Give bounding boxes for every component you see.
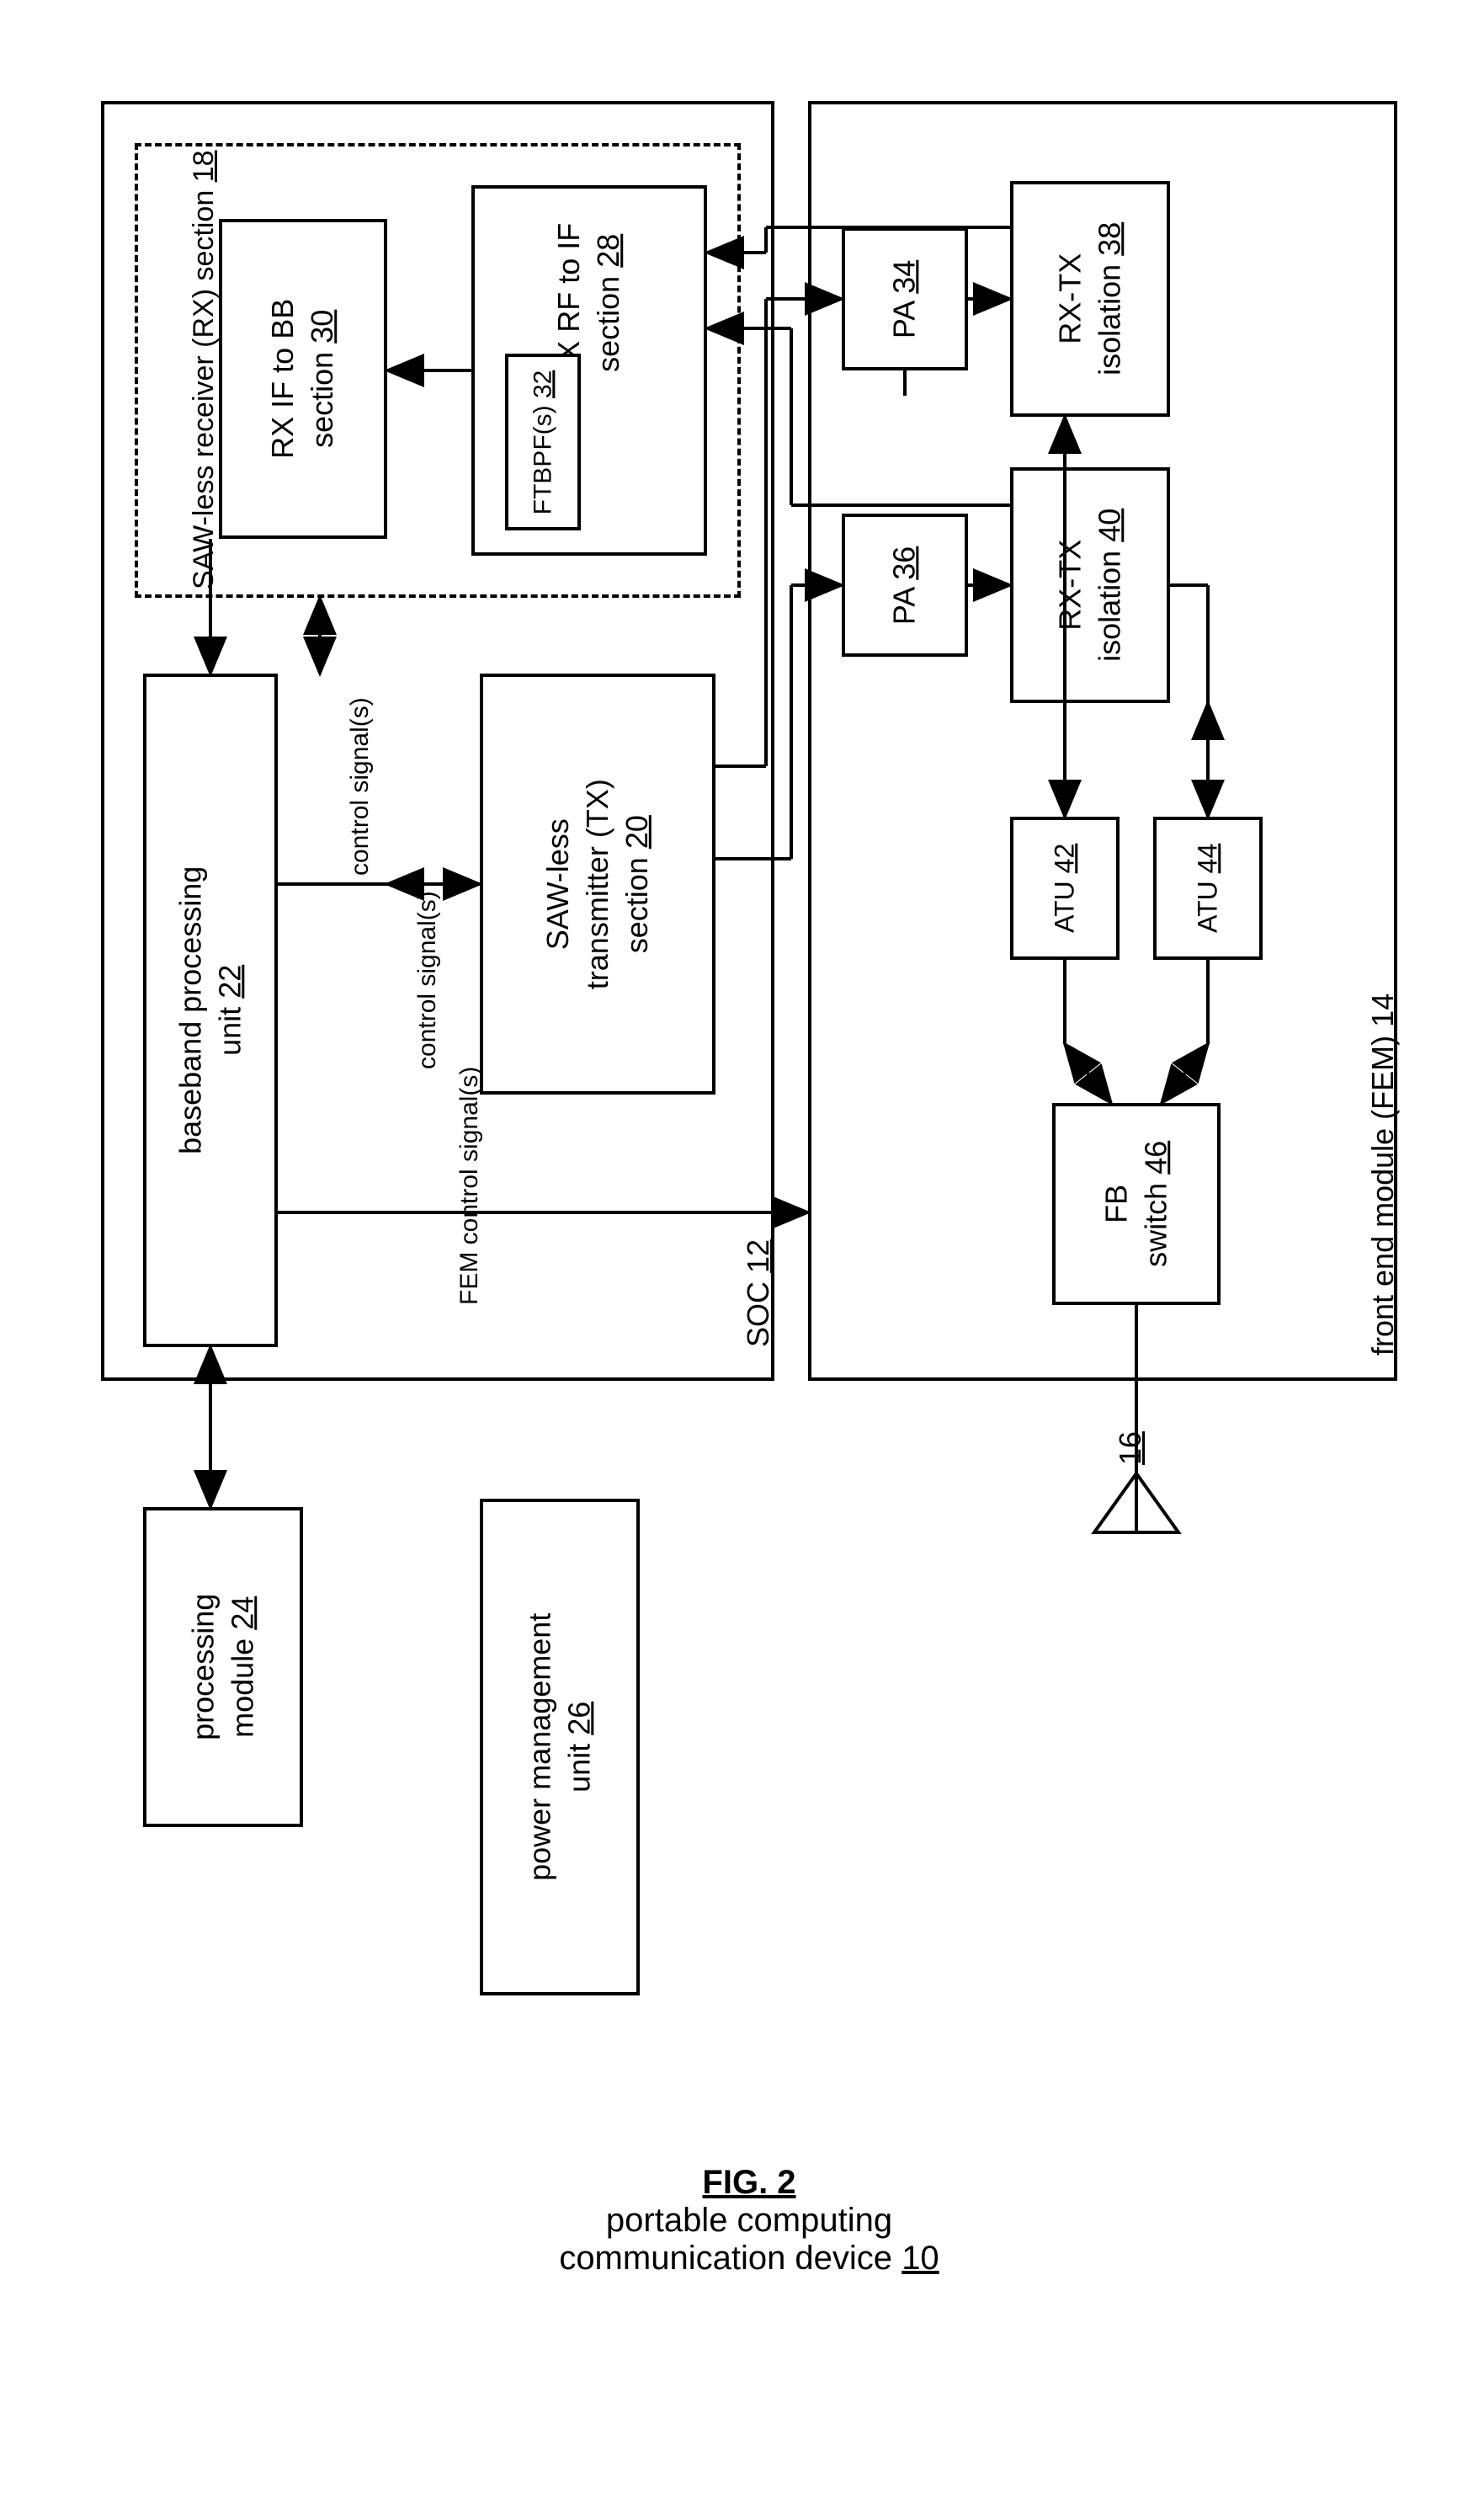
iso1-l1: RX-TX	[1052, 253, 1087, 344]
rx-section-ref: 18	[188, 150, 220, 182]
diagram-canvas: SOC 12 SAW-less receiver (RX) section 18…	[34, 34, 1450, 2470]
pa2-box: PA 36	[842, 514, 968, 657]
atu1-ref: 42	[1049, 844, 1079, 874]
proc-l1: processing	[185, 1594, 220, 1740]
pa2-text: PA	[887, 588, 922, 624]
atu2-text: ATU	[1192, 881, 1222, 933]
tx-ref: 20	[619, 815, 653, 849]
proc-ref: 24	[225, 1596, 259, 1630]
fig-ref: 10	[902, 2240, 939, 2277]
tx-l2: transmitter (TX)	[580, 779, 614, 989]
fbsw-l2: switch	[1138, 1183, 1173, 1267]
rx-if-bb-l1: RX IF to BB	[265, 299, 300, 459]
rx-rf-if-ref: 28	[591, 234, 625, 268]
fbsw-l1: FB	[1098, 1185, 1133, 1223]
atu2-box: ATU 44	[1153, 817, 1263, 960]
pmu-l2: unit	[561, 1744, 596, 1793]
fem-ctrl-label: FEM control signal(s)	[453, 1067, 486, 1305]
fig-line2: communication device	[559, 2240, 892, 2277]
fig-line1: portable computing	[539, 2202, 960, 2240]
atu1-text: ATU	[1049, 881, 1079, 933]
iso1-box: RX-TX isolation 38	[1010, 181, 1170, 417]
fbsw-ref: 46	[1138, 1141, 1173, 1175]
pa2-ref: 36	[887, 546, 922, 579]
iso2-l2: isolation	[1092, 551, 1126, 662]
rx-if-bb-box: RX IF to BB section 30	[219, 219, 387, 539]
rx-rf-if-l2: section	[591, 276, 625, 372]
bbpu-l1: baseband processing	[173, 866, 207, 1154]
proc-l2: module	[225, 1638, 259, 1738]
antenna-ref: 16	[1113, 1431, 1147, 1465]
fbsw-box: FB switch 46	[1052, 1103, 1221, 1305]
ctrl-rx-label: control signal(s)	[343, 697, 376, 876]
ctrl-tx-label: control signal(s)	[411, 891, 444, 1069]
pmu-l1: power management	[522, 1613, 556, 1881]
pa1-box: PA 34	[842, 227, 968, 370]
pmu-ref: 26	[561, 1702, 596, 1735]
pmu-box: power management unit 26	[480, 1499, 640, 1995]
iso2-ref: 40	[1092, 509, 1126, 542]
antenna-icon	[1094, 1473, 1178, 1532]
bbpu-box: baseband processing unit 22	[143, 674, 278, 1347]
fem-label: front end module (FEM) 14	[1364, 994, 1403, 1356]
pa1-text: PA	[887, 301, 922, 338]
figure-caption: FIG. 2 portable computing communication …	[539, 2164, 960, 2278]
soc-ref: 12	[741, 1239, 775, 1273]
soc-label: SOC 12	[739, 1239, 779, 1347]
atu2-ref: 44	[1192, 844, 1222, 874]
proc-module-box: processing module 24	[143, 1507, 303, 1827]
iso2-box: RX-TX isolation 40	[1010, 467, 1170, 703]
iso1-ref: 38	[1092, 222, 1126, 256]
rx-if-bb-l2: section	[305, 352, 339, 448]
rx-if-bb-ref: 30	[305, 310, 339, 344]
antenna-ref-label: 16	[1111, 1431, 1151, 1465]
ftbpf-text: FTBPF(s)	[529, 405, 557, 514]
tx-l1: SAW-less	[540, 818, 575, 950]
tx-l3: section	[619, 857, 653, 953]
ftbpf-box: FTBPF(s) 32	[505, 354, 581, 530]
fem-text: front end module (FEM)	[1365, 1036, 1400, 1356]
pa1-ref: 34	[887, 259, 922, 293]
iso2-l1: RX-TX	[1052, 540, 1087, 631]
ftbpf-ref: 32	[529, 370, 557, 397]
soc-label-text: SOC	[741, 1281, 775, 1347]
bbpu-l2: unit	[212, 1007, 247, 1056]
iso1-l2: isolation	[1092, 264, 1126, 376]
tx-section-box: SAW-less transmitter (TX) section 20	[480, 674, 715, 1095]
fig-bold: FIG. 2	[539, 2164, 960, 2202]
bbpu-ref: 22	[212, 965, 247, 999]
fem-ref: 14	[1365, 994, 1400, 1027]
atu1-box: ATU 42	[1010, 817, 1120, 960]
rx-section-label: SAW-less receiver (RX) section 18	[185, 150, 222, 589]
rx-section-text: SAW-less receiver (RX) section	[188, 190, 220, 589]
